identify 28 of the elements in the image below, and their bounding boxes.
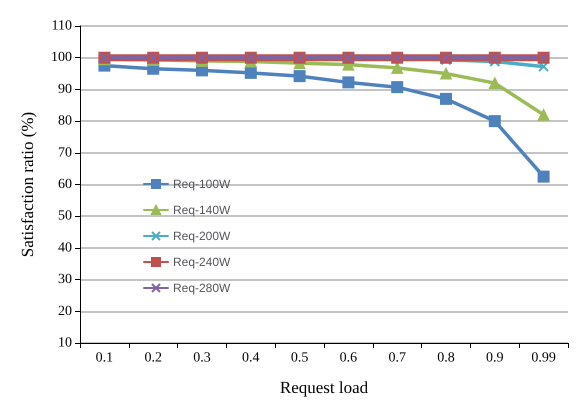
y-tick-label: 70 (58, 145, 72, 160)
x-tick-label: 0.5 (290, 350, 308, 366)
y-tick-label: 80 (58, 114, 72, 129)
legend-label: Req-140W (173, 203, 232, 217)
x-tick-label: 0.4 (242, 350, 260, 366)
legend-label: Req-200W (173, 229, 232, 243)
x-tick-label: 0.2 (144, 350, 162, 366)
x-axis-title: Request load (280, 378, 369, 397)
y-tick-label: 20 (58, 304, 72, 319)
y-tick-label: 30 (58, 272, 72, 288)
x-tick-label: 0.99 (531, 350, 556, 366)
legend-label: Req-100W (173, 177, 232, 191)
x-tick-label: 0.1 (96, 350, 114, 366)
legend-label: Req-240W (173, 255, 232, 269)
y-tick-label: 110 (52, 18, 72, 34)
y-tick-label: 50 (58, 208, 72, 224)
x-tick-label: 0.9 (486, 350, 504, 366)
y-tick-label: 40 (58, 240, 72, 256)
x-tick-label: 0.8 (437, 350, 455, 366)
y-axis-title: Satisfaction ratio (%) (18, 112, 37, 258)
y-tick-label: 60 (58, 177, 72, 192)
x-tick-label: 0.3 (193, 350, 211, 366)
y-tick-label: 90 (58, 82, 72, 97)
y-tick-label: 100 (51, 50, 72, 66)
x-tick-label: 0.7 (388, 350, 406, 366)
x-tick-label: 0.6 (340, 350, 358, 366)
y-tick-label: 10 (58, 336, 72, 350)
legend-label: Req-280W (173, 281, 232, 295)
